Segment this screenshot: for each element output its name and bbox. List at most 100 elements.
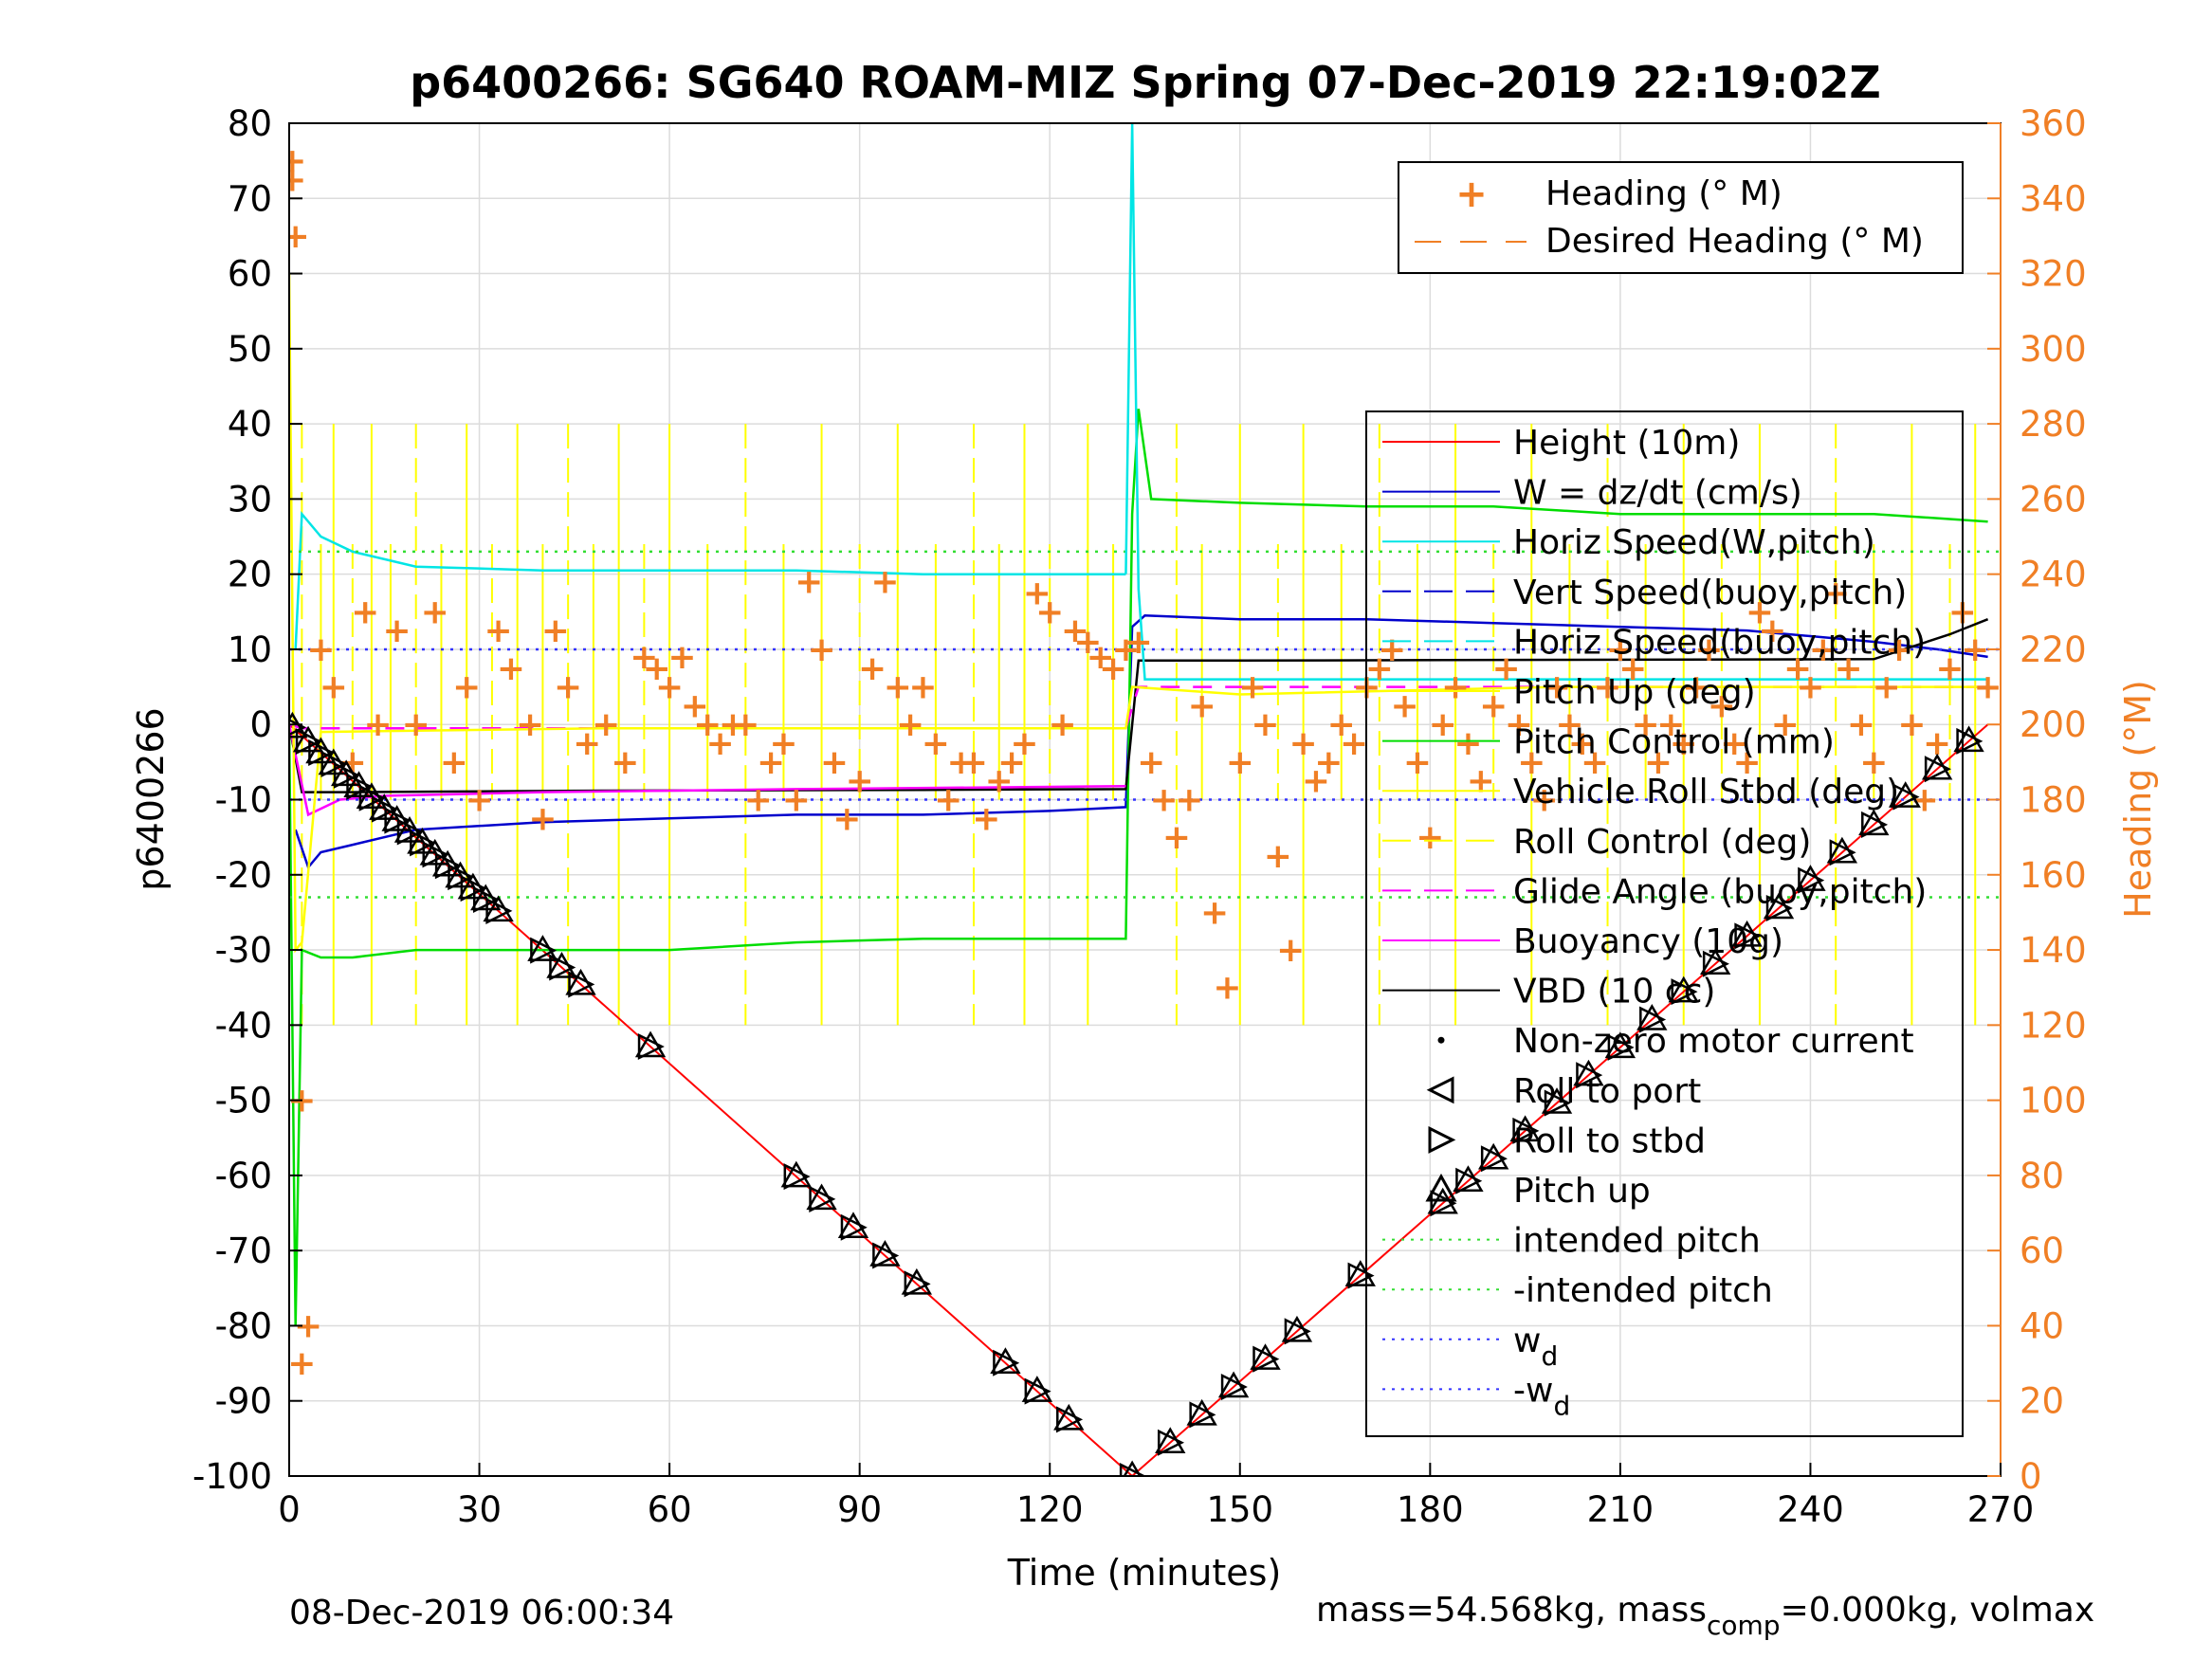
x-tick-label: 120 — [1016, 1489, 1084, 1530]
legend-label-11: VBD (10 cc) — [1513, 973, 1715, 1012]
heading-marker: + — [807, 630, 835, 669]
heading-marker: + — [1087, 638, 1115, 677]
roll-to-stbd-marker — [1829, 839, 1856, 866]
heading-marker: + — [452, 668, 481, 707]
pitch-up-marker — [393, 815, 426, 843]
x-tick-label: 90 — [837, 1489, 882, 1530]
legend-label-6: Pitch Control (mm) — [1513, 723, 1835, 762]
legend-label-text: Vert Speed(buoy,pitch) — [1513, 574, 1907, 612]
heading-marker: + — [554, 668, 582, 707]
heading-marker: + — [1885, 630, 1913, 669]
pitch_up-line — [289, 273, 1988, 954]
pitch-up-marker — [292, 725, 324, 753]
heading-marker: + — [383, 611, 411, 650]
right-tick-label: 180 — [2020, 780, 2087, 821]
pitch-up-marker — [356, 782, 388, 809]
heading-marker: + — [947, 743, 976, 782]
heading-marker: + — [282, 217, 310, 256]
heading-marker: + — [1061, 611, 1089, 650]
heading-marker: + — [1746, 592, 1774, 631]
heading-marker: + — [421, 592, 449, 631]
heading-marker: + — [922, 724, 950, 763]
roll-to-stbd-marker — [289, 719, 307, 737]
heading-marker: + — [1023, 574, 1051, 612]
heading-marker: + — [1771, 705, 1800, 744]
x-axis-ticks: 0 30 60 90 120 150 180 210 240 270 — [278, 1463, 2034, 1530]
pitch-up-marker — [901, 1267, 933, 1295]
legend-label-5: Pitch Up (deg) — [1513, 673, 1756, 712]
footer-mass: mass=54.568kg, masscomp=0.000kg, volmax — [1316, 1591, 2094, 1641]
heading-marker: + — [1682, 668, 1710, 707]
legend-label-text: Horiz Speed(W,pitch) — [1513, 523, 1875, 562]
legend-main: Height (10m) W = dz/dt (cm/s) Horiz Speed(… — [1365, 410, 1964, 1437]
roll-to-stbd-marker — [549, 954, 576, 981]
legend-wd-subscript: d — [1541, 1340, 1558, 1372]
roll-to-stbd-marker — [472, 885, 501, 914]
y-tick-label: -80 — [215, 1305, 272, 1346]
roll-to-stbd-marker — [1220, 1374, 1248, 1401]
pitch-up-marker — [483, 895, 514, 922]
heading-marker: + — [287, 1344, 316, 1383]
legend-label-13: Roll to port — [1513, 1072, 1701, 1111]
right-tick-label: 100 — [2020, 1081, 2087, 1121]
heading-marker: + — [972, 799, 1000, 838]
legend-heading: + Heading (° M) Desired Heading (° M) — [1398, 161, 1964, 274]
legend-label-text: Pitch Up (deg) — [1513, 673, 1756, 712]
heading-marker: + — [870, 563, 899, 602]
legend-label-15: Pitch up — [1513, 1172, 1651, 1211]
heading-marker: + — [1543, 668, 1571, 707]
roll-to-stbd-marker — [993, 1349, 1020, 1376]
roll-to-stbd-marker — [1347, 1262, 1375, 1289]
pitch-up-marker — [419, 838, 450, 866]
legend-wd-subscript: d — [1553, 1390, 1570, 1421]
legend-label-text: Roll Control (deg) — [1513, 823, 1811, 862]
heading-marker: + — [820, 743, 849, 782]
y-tick-label: 60 — [228, 254, 272, 295]
legend-label-text: Pitch Control (mm) — [1513, 723, 1835, 762]
heading-marker: + — [769, 724, 797, 763]
heading-marker: + — [1099, 649, 1127, 688]
pitch_ctrl-line — [289, 409, 1988, 1326]
roll-to-stbd-marker — [1576, 1062, 1603, 1089]
pitch-up-marker — [1921, 753, 1953, 780]
roll-to-stbd-marker — [1702, 950, 1729, 977]
heading-marker: + — [1162, 818, 1191, 857]
roll-to-stbd-marker — [372, 795, 399, 823]
roll-to-stbd-marker — [308, 739, 336, 767]
heading-marker: + — [706, 724, 735, 763]
heading-marker: + — [278, 142, 306, 181]
x-tick-label: 270 — [1967, 1489, 2035, 1530]
pitch-up-marker — [407, 827, 438, 854]
roll-to-stbd-marker — [1734, 922, 1762, 950]
pitch-up-marker — [780, 1160, 812, 1188]
heading-marker: + — [1302, 762, 1330, 801]
roll-to-stbd-marker — [1765, 894, 1793, 922]
legend-label-text: Vehicle Roll Stbd (deg) — [1513, 773, 1899, 811]
y-tick-label: -90 — [215, 1381, 272, 1422]
legend-heading-label: Heading (° M) — [1545, 174, 1782, 213]
y-tick-label: 40 — [228, 404, 272, 445]
pitch-up-marker — [445, 861, 476, 888]
heading-marker: + — [1720, 724, 1748, 763]
right-axis-label: Heading (°M) — [2117, 680, 2159, 919]
roll-to-stbd-marker — [1157, 1429, 1185, 1456]
heading-marker: + — [896, 705, 924, 744]
roll-to-stbd-marker — [1512, 1117, 1540, 1144]
right-tick-label: 260 — [2020, 479, 2087, 520]
roll-to-stbd-marker — [530, 937, 558, 964]
heading-marker: + — [1327, 705, 1356, 744]
pitch-up-marker — [1731, 920, 1763, 947]
pitch-up-marker — [1281, 1315, 1313, 1342]
legend-label-4: Horiz Speed(buoy,pitch) — [1513, 623, 1926, 662]
heading-marker: + — [1708, 686, 1736, 725]
heading-marker: + — [278, 160, 306, 199]
legend-label-text: -w — [1513, 1371, 1553, 1410]
heading-marker: + — [1391, 686, 1419, 725]
heading-marker: + — [497, 649, 525, 688]
pitch-up-marker — [470, 884, 502, 911]
heading-marker: + — [1809, 630, 1837, 669]
heading-marker: + — [1365, 649, 1394, 688]
pitch-up-marker — [1217, 1371, 1250, 1398]
heading-marker: + — [744, 781, 773, 820]
